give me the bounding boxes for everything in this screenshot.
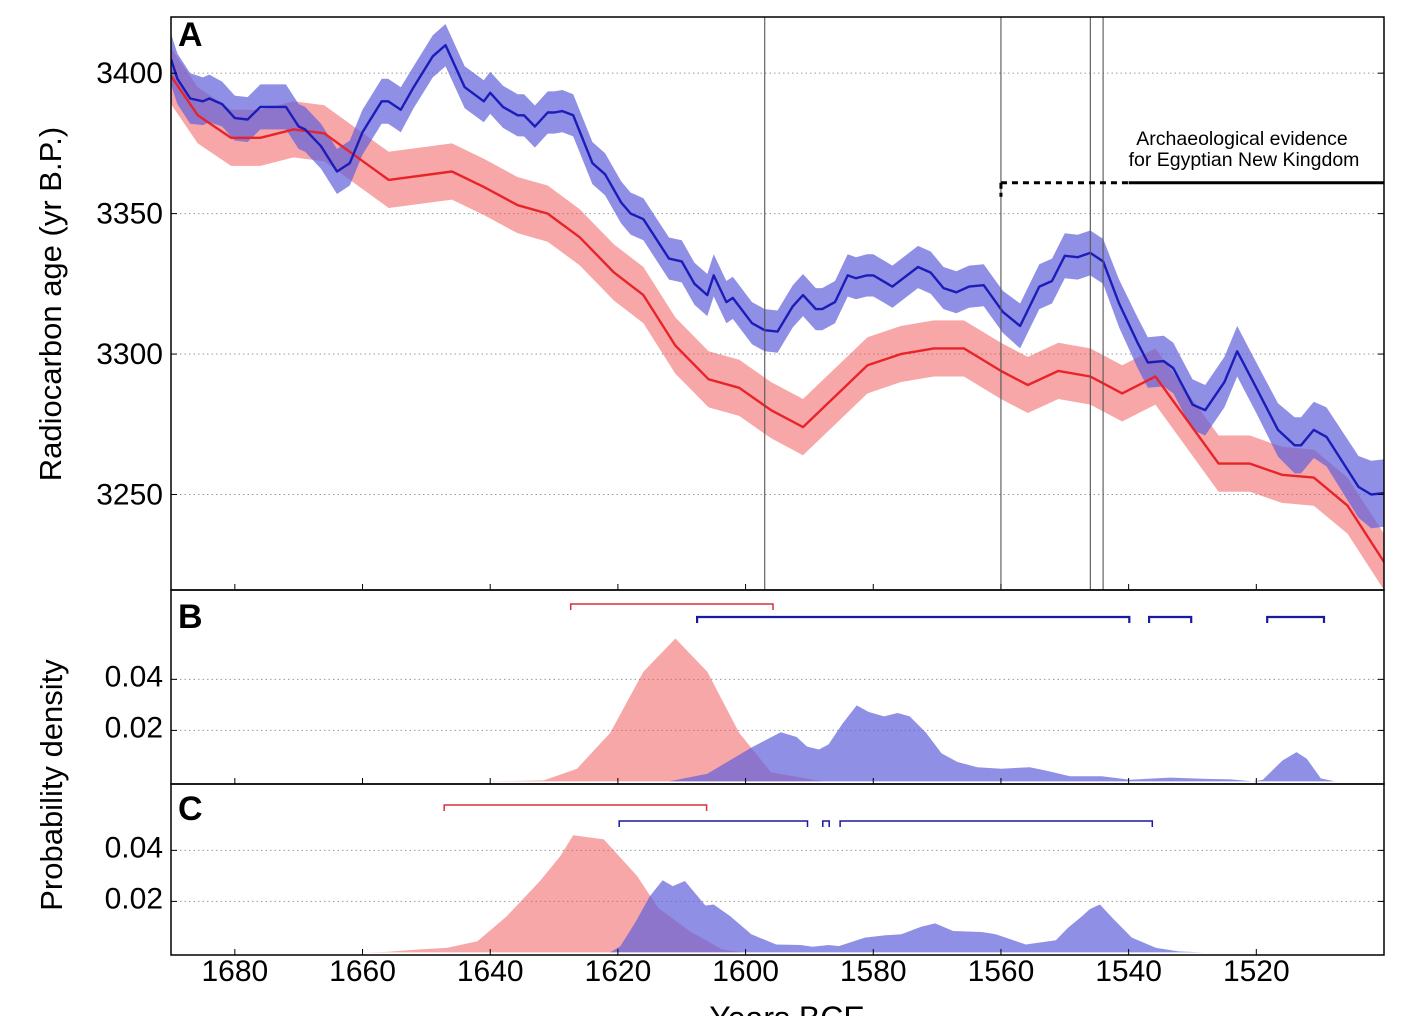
x-tick-label: 1620 xyxy=(585,955,652,988)
annotation-line-2: for Egyptian New Kingdom xyxy=(1129,149,1360,171)
x-axis-label: Years BCE xyxy=(709,1000,864,1016)
x-tick-label: 1680 xyxy=(201,955,268,988)
y-tick-label-a: 3350 xyxy=(96,198,163,231)
red-interval-bracket-c xyxy=(443,804,708,811)
panel-letter-a: A xyxy=(178,16,203,54)
red-interval-bracket-b xyxy=(569,603,774,610)
x-tick-label: 1640 xyxy=(457,955,524,988)
grid-panel-b xyxy=(171,678,1384,731)
panel-spines xyxy=(170,16,1385,956)
y-tick-label-a: 3300 xyxy=(96,338,163,371)
tick-labels: 3250 3300 3350 3400 0.02 0.04 0.02 0.04 1680 1660… xyxy=(96,57,1289,988)
grid-panel-c xyxy=(171,849,1384,902)
blue-interval-bracket-b xyxy=(1266,615,1326,623)
blue-interval-bracket-c xyxy=(839,820,1154,827)
blue-calibration-line xyxy=(171,43,1384,496)
x-tick-label: 1560 xyxy=(968,955,1035,988)
red-density-area-b xyxy=(388,638,823,782)
y-tick-label-b: 0.04 xyxy=(105,660,163,693)
y-tick-label-a: 3400 xyxy=(96,57,163,90)
x-tick-label: 1540 xyxy=(1095,955,1162,988)
plot-area-panel-c xyxy=(363,835,1203,953)
y-tick-label-c: 0.02 xyxy=(105,882,163,915)
blue-density-area-c xyxy=(610,880,1203,953)
overlay-panel-a xyxy=(764,17,1384,590)
y-tick-label-a: 3250 xyxy=(96,479,163,512)
overlay-panel-b xyxy=(569,603,1326,623)
overlay-panel-c xyxy=(443,804,1154,827)
tick-marks xyxy=(171,72,1384,955)
y-tick-label-b: 0.02 xyxy=(105,711,163,744)
x-tick-label: 1580 xyxy=(840,955,907,988)
x-tick-label: 1600 xyxy=(712,955,779,988)
blue-density-area-b xyxy=(669,705,1335,782)
panel-letter-c: C xyxy=(178,790,203,828)
y-axis-label-radiocarbon: Radiocarbon age (yr B.P.) xyxy=(33,127,68,481)
blue-interval-bracket-c xyxy=(618,820,809,827)
y-tick-label-c: 0.04 xyxy=(105,831,163,864)
y-axis-label-probability: Probability density xyxy=(34,659,69,911)
blue-interval-bracket-b xyxy=(696,615,1131,623)
x-tick-label: 1660 xyxy=(329,955,396,988)
blue-interval-bracket-b xyxy=(1148,615,1193,623)
x-tick-label: 1520 xyxy=(1223,955,1290,988)
plot-area-panel-a xyxy=(171,24,1384,590)
spine-panel-a xyxy=(170,16,1385,591)
annotation-line-1: Archaeological evidence xyxy=(1136,128,1347,150)
plot-area-panel-b xyxy=(388,638,1335,782)
blue-interval-bracket-c xyxy=(822,820,830,827)
panel-letter-b: B xyxy=(178,598,203,636)
red-calibration-line xyxy=(171,75,1384,563)
spine-panel-c xyxy=(170,783,1385,956)
